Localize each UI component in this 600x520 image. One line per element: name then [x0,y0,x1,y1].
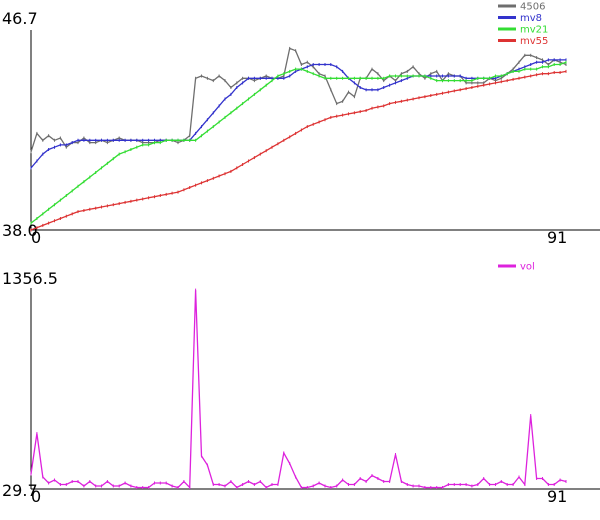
volume-x-start-label: 0 [31,487,41,506]
legend-label-mv55: mv55 [520,36,548,47]
price-x-end-label: 91 [547,228,567,247]
volume-series-group [30,288,567,490]
series-line-vol [30,290,567,490]
legend-label-mv21: mv21 [520,25,548,36]
volume-y-bottom-label: 29.7 [2,481,38,500]
series-line-mv8 [30,59,566,169]
legend-label-mv8: mv8 [520,13,542,24]
volume-chart: 1356.5 29.7 0 91 vol [2,262,600,506]
series-line-mv55 [30,70,567,231]
volume-x-end-label: 91 [547,487,567,506]
legend-label-4506: 4506 [520,2,545,13]
price-x-start-label: 0 [31,228,41,247]
series-line-mv21 [30,61,567,224]
price-y-bottom-label: 38.0 [2,221,38,240]
legend-label-vol: vol [520,262,535,273]
volume-legend: vol [498,262,535,273]
volume-y-top-label: 1356.5 [2,269,58,288]
price-series-group [30,46,567,232]
price-y-top-label: 46.7 [2,9,38,28]
series-line-4506 [30,47,567,152]
